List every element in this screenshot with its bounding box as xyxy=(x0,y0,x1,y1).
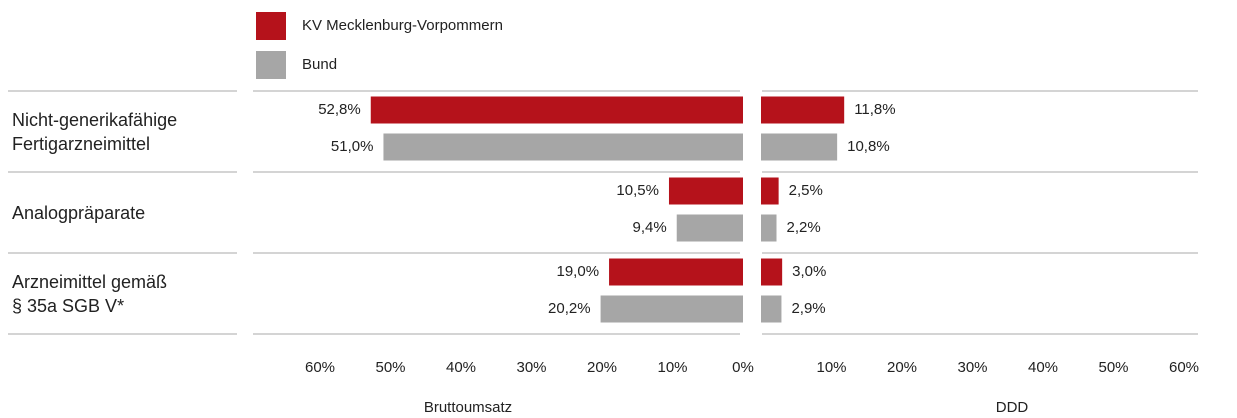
x-tick-label: 50% xyxy=(375,359,405,376)
bar xyxy=(761,295,782,323)
bar xyxy=(600,295,743,323)
value-label: 20,2% xyxy=(548,300,591,317)
bar xyxy=(761,258,783,286)
axis-title: Bruttoumsatz xyxy=(424,399,512,416)
x-tick-label: 10% xyxy=(657,359,687,376)
value-label: 52,8% xyxy=(318,101,361,118)
value-label: 10,8% xyxy=(847,138,890,155)
x-tick-label: 40% xyxy=(446,359,476,376)
bar xyxy=(383,133,743,161)
category-label: Analogpräparate xyxy=(12,202,146,223)
value-label: 2,5% xyxy=(789,182,823,199)
category-label: Nicht-generikafähige Fertigarzneimittel xyxy=(12,109,178,154)
x-tick-label: 30% xyxy=(957,359,987,376)
legend-swatch xyxy=(256,12,286,40)
x-tick-label: 0% xyxy=(732,359,754,376)
bar xyxy=(609,258,743,286)
legend-swatch xyxy=(256,51,286,79)
bar xyxy=(676,214,743,242)
value-label: 10,5% xyxy=(616,182,659,199)
x-tick-label: 20% xyxy=(887,359,917,376)
bar xyxy=(370,96,743,124)
value-label: 2,2% xyxy=(787,219,821,236)
bar xyxy=(668,177,743,205)
legend-label: Bund xyxy=(302,56,337,73)
bar xyxy=(761,96,845,124)
value-label: 51,0% xyxy=(331,138,374,155)
x-tick-label: 60% xyxy=(1169,359,1199,376)
value-label: 9,4% xyxy=(633,219,667,236)
value-label: 2,9% xyxy=(791,300,825,317)
legend-label: KV Mecklenburg-Vorpommern xyxy=(302,17,503,34)
x-tick-label: 50% xyxy=(1098,359,1128,376)
x-tick-label: 40% xyxy=(1028,359,1058,376)
x-tick-label: 10% xyxy=(816,359,846,376)
value-label: 19,0% xyxy=(557,263,600,280)
value-label: 3,0% xyxy=(792,263,826,280)
x-tick-label: 20% xyxy=(587,359,617,376)
bar xyxy=(761,177,779,205)
category-label: Arzneimittel gemäß § 35a SGB V* xyxy=(12,271,168,316)
x-tick-label: 30% xyxy=(516,359,546,376)
x-tick-label: 60% xyxy=(305,359,335,376)
bar xyxy=(761,214,777,242)
axis-title: DDD xyxy=(996,399,1029,416)
value-label: 11,8% xyxy=(854,101,895,118)
bar xyxy=(761,133,838,161)
